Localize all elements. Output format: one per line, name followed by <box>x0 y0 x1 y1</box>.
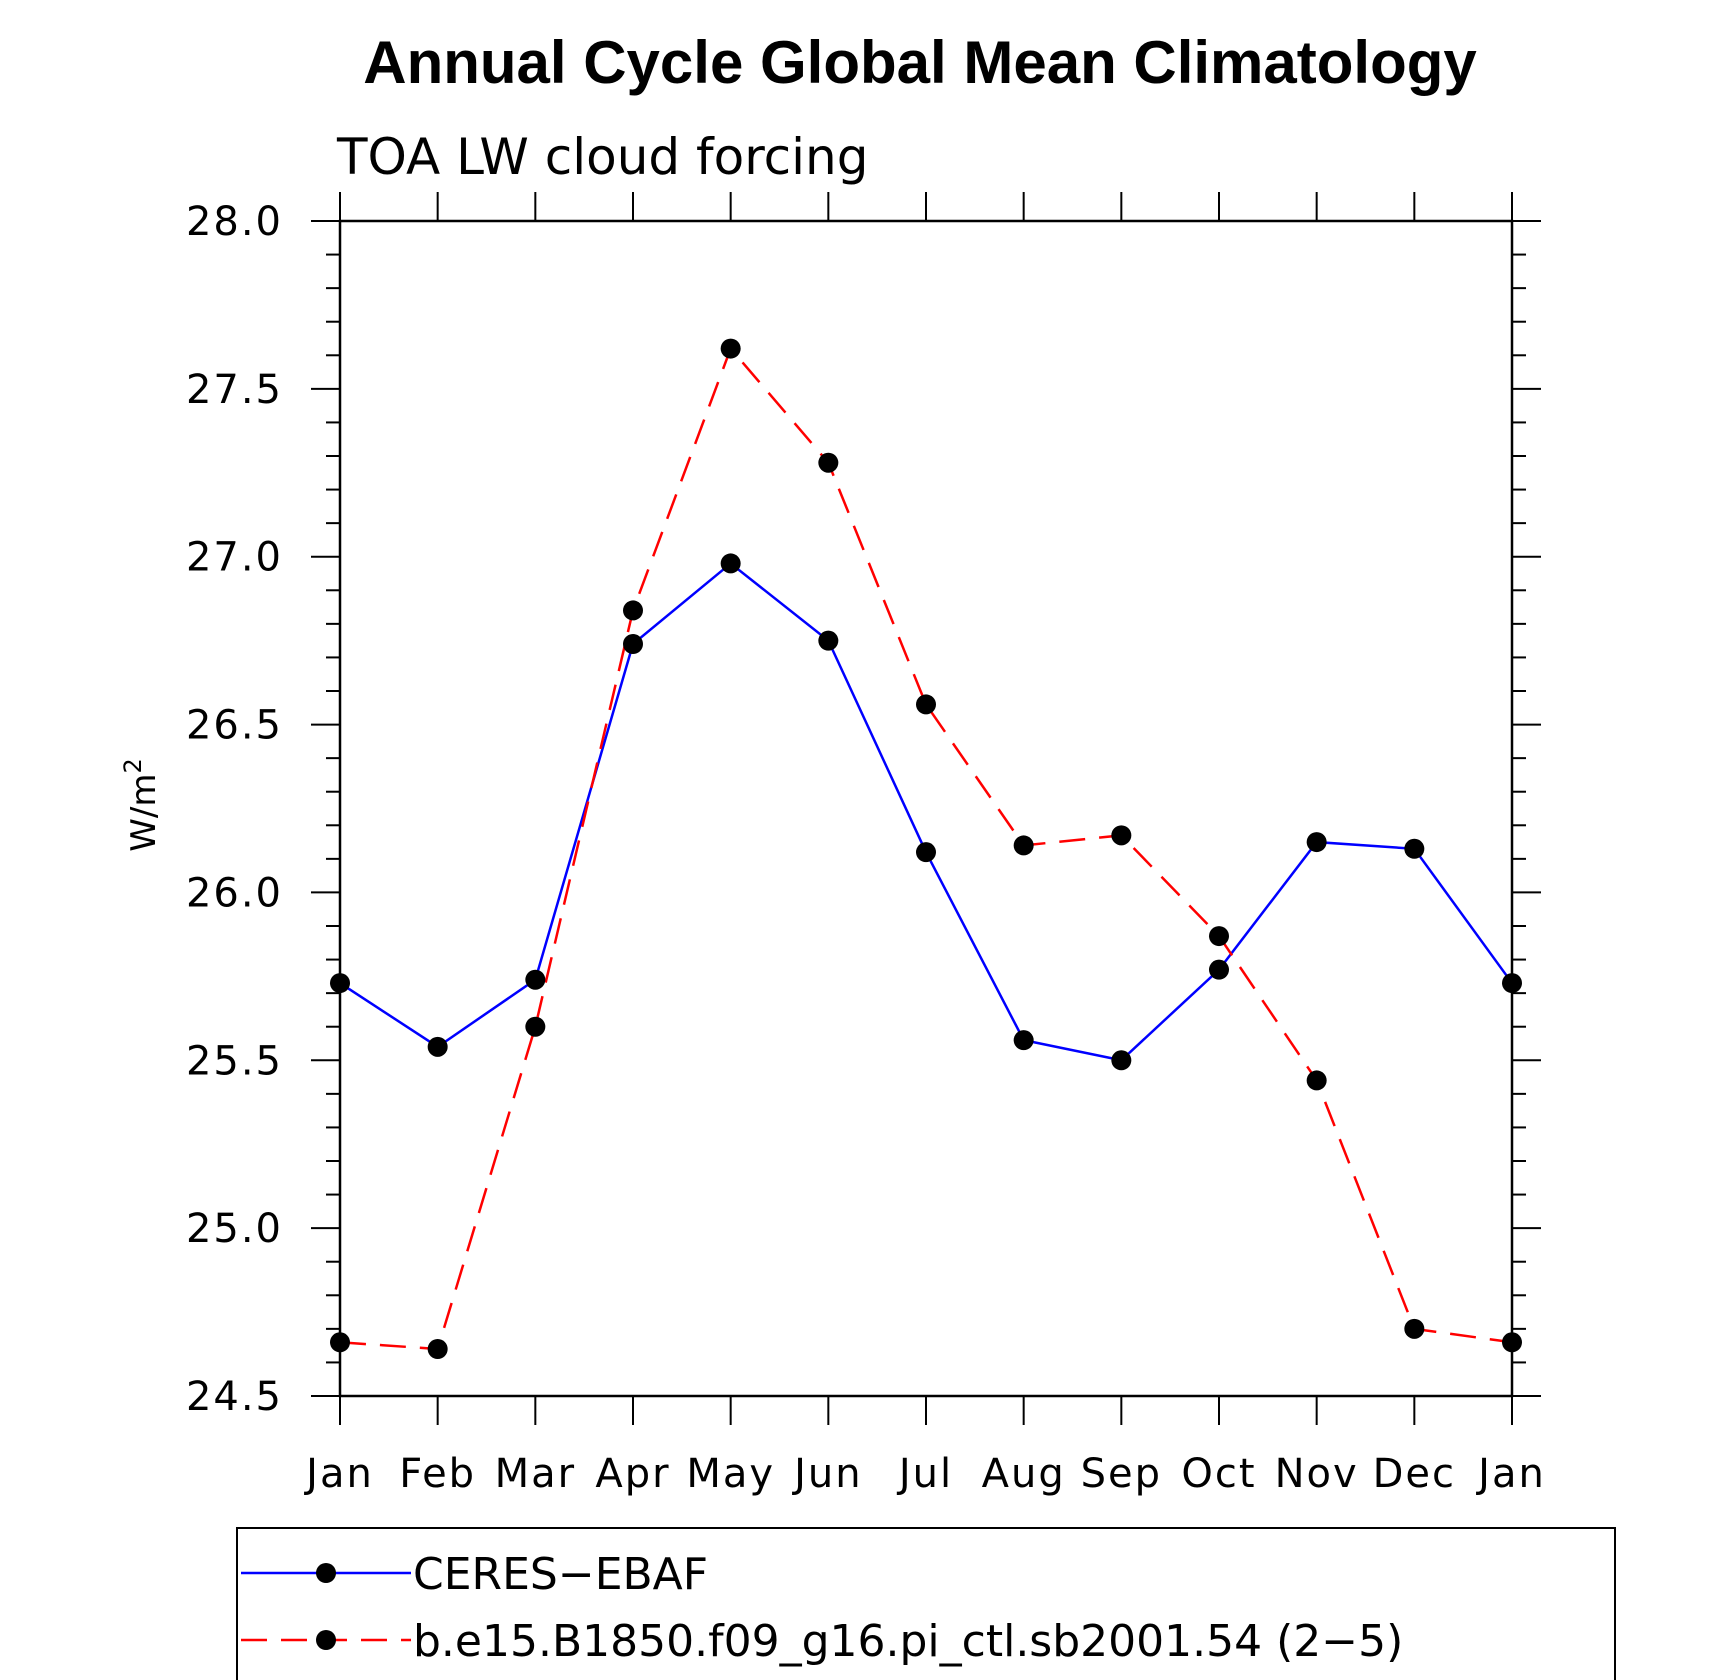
data-series <box>330 338 1522 1359</box>
y-tick-label: 25.0 <box>186 1206 283 1252</box>
x-tick-label: Oct <box>1181 1451 1256 1497</box>
y-tick-label: 26.5 <box>186 703 283 749</box>
series-1-point <box>1502 1332 1522 1353</box>
x-tick-label: Feb <box>399 1451 476 1497</box>
series-0-point <box>1306 832 1327 853</box>
x-tick-label: Mar <box>495 1451 576 1497</box>
legend: CERES−EBAF b.e15.B1850.f09_g16.pi_ctl.sb… <box>236 1527 1616 1680</box>
series-0-point <box>720 553 741 574</box>
x-tick-label: Dec <box>1373 1451 1456 1497</box>
series-1-point <box>1013 835 1034 856</box>
series-1-point <box>427 1339 448 1359</box>
series-0-point <box>1111 1050 1132 1071</box>
legend-box <box>236 1527 1616 1680</box>
series-1-point <box>818 452 839 473</box>
x-tick-label: May <box>686 1451 775 1497</box>
legend-label-ceres-ebaf: CERES−EBAF <box>413 1549 708 1600</box>
series-1-point <box>1306 1070 1327 1091</box>
series-1-point <box>623 600 643 621</box>
x-tick-label: Jul <box>896 1451 953 1497</box>
x-tick-label: Aug <box>982 1451 1066 1497</box>
legend-label-model: b.e15.B1850.f09_g16.pi_ctl.sb2001.54 (2−… <box>413 1616 1403 1667</box>
x-tick-label: Nov <box>1275 1451 1359 1497</box>
series-0-point <box>916 842 936 863</box>
series-1-point <box>1111 825 1132 846</box>
chart-title: Annual Cycle Global Mean Climatology <box>363 29 1477 96</box>
x-tick-label: Sep <box>1081 1451 1162 1497</box>
y-axis-tick-labels: 24.5 25.0 25.5 26.0 26.5 27.0 27.5 28.0 <box>186 199 283 1420</box>
series-1-point <box>1404 1318 1425 1339</box>
y-tick-label: 26.0 <box>186 870 283 916</box>
axis-ticks <box>311 192 1541 1425</box>
series-0-point <box>1502 973 1522 994</box>
series-0-point <box>330 973 350 994</box>
y-tick-label: 27.5 <box>186 367 283 413</box>
series-0-point <box>1209 959 1229 980</box>
legend-marker-ceres-ebaf <box>316 1563 336 1583</box>
series-1-point <box>525 1016 546 1037</box>
series-1-point <box>330 1332 350 1353</box>
y-tick-label: 28.0 <box>186 199 283 245</box>
x-axis-tick-labels: Jan Feb Mar Apr May Jun Jul Aug Sep Oct Nov Dec Jan <box>303 1451 1546 1497</box>
legend-marker-model <box>316 1630 336 1650</box>
plot-border <box>338 219 1514 1398</box>
series-0-point <box>1404 838 1425 859</box>
series-0-point <box>1013 1030 1034 1051</box>
y-tick-label: 25.5 <box>186 1038 283 1084</box>
x-tick-label: Apr <box>595 1451 670 1497</box>
series-1-point <box>916 694 936 715</box>
y-axis-label: W/m2 <box>119 758 164 851</box>
x-tick-label: Jan <box>303 1451 374 1497</box>
y-tick-label: 24.5 <box>186 1374 283 1420</box>
series-line-0 <box>339 561 1514 1062</box>
series-0-point <box>427 1036 448 1057</box>
series-1-point <box>720 338 741 359</box>
series-0-point <box>525 969 546 990</box>
series-0-point <box>623 634 643 654</box>
x-tick-label: Jun <box>791 1451 863 1497</box>
plot-frame <box>338 219 1514 1398</box>
x-tick-label: Jan <box>1475 1451 1546 1497</box>
y-tick-label: 27.0 <box>186 535 283 581</box>
series-0-point <box>818 630 839 651</box>
chart-subtitle: TOA LW cloud forcing <box>336 128 868 186</box>
series-1-point <box>1209 926 1229 947</box>
